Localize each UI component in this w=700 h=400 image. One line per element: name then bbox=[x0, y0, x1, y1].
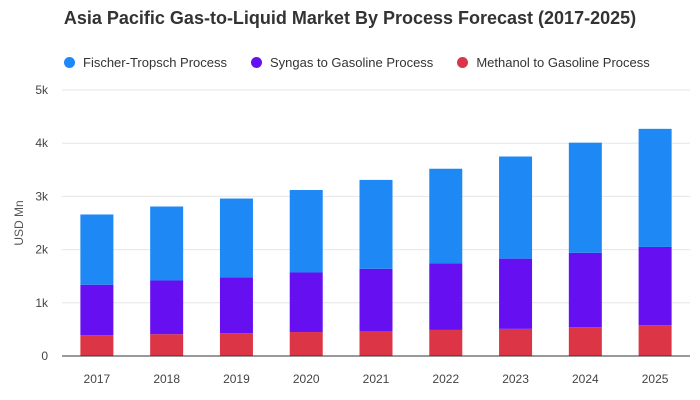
bar-syngas-to-gasoline-process-2021 bbox=[359, 268, 393, 331]
x-tick-label: 2020 bbox=[293, 372, 320, 386]
bar-syngas-to-gasoline-process-2022 bbox=[429, 263, 463, 330]
bar-methanol-to-gasoline-process-2021 bbox=[359, 330, 393, 356]
x-tick-label: 2022 bbox=[432, 372, 459, 386]
y-tick-label: 2k bbox=[35, 243, 49, 257]
bar-fischer-tropsch-process-2022 bbox=[429, 168, 463, 264]
chart-title: Asia Pacific Gas-to-Liquid Market By Pro… bbox=[63, 8, 637, 28]
bar-syngas-to-gasoline-process-2023 bbox=[499, 258, 533, 329]
bar-fischer-tropsch-process-2023 bbox=[499, 156, 533, 259]
legend-label: Methanol to Gasoline Process bbox=[476, 54, 650, 70]
bar-syngas-to-gasoline-process-2020 bbox=[289, 272, 323, 333]
legend-item[interactable]: Fischer-Tropsch Process bbox=[64, 55, 227, 70]
bar-fischer-tropsch-process-2021 bbox=[359, 179, 393, 269]
x-tick-label: 2017 bbox=[84, 372, 111, 386]
bar-fischer-tropsch-process-2024 bbox=[568, 142, 602, 253]
bar-methanol-to-gasoline-process-2024 bbox=[568, 327, 602, 356]
bar-methanol-to-gasoline-process-2017 bbox=[80, 335, 114, 356]
x-tick-label: 2018 bbox=[153, 372, 180, 386]
bar-methanol-to-gasoline-process-2025 bbox=[638, 325, 672, 356]
x-tick-label: 2025 bbox=[642, 372, 669, 386]
bar-syngas-to-gasoline-process-2018 bbox=[150, 280, 184, 335]
legend-swatch bbox=[457, 56, 469, 68]
chart-legend: Fischer-Tropsch Process Syngas to Gasolin… bbox=[64, 53, 674, 71]
bar-methanol-to-gasoline-process-2019 bbox=[219, 333, 253, 356]
legend-item[interactable]: Methanol to Gasoline Process bbox=[457, 54, 650, 70]
x-tick-label: 2023 bbox=[502, 372, 529, 386]
bar-methanol-to-gasoline-process-2023 bbox=[499, 328, 533, 356]
y-tick-label: 5k bbox=[35, 83, 49, 97]
legend-swatch bbox=[251, 56, 262, 68]
bar-fischer-tropsch-process-2020 bbox=[289, 190, 323, 273]
y-tick-label: 4k bbox=[35, 136, 49, 150]
bar-fischer-tropsch-process-2018 bbox=[150, 206, 184, 281]
bar-syngas-to-gasoline-process-2019 bbox=[219, 277, 253, 334]
bar-fischer-tropsch-process-2025 bbox=[638, 128, 672, 247]
bar-syngas-to-gasoline-process-2024 bbox=[568, 252, 602, 328]
bar-methanol-to-gasoline-process-2022 bbox=[429, 329, 463, 356]
legend-swatch bbox=[64, 56, 75, 68]
bar-syngas-to-gasoline-process-2025 bbox=[638, 246, 672, 326]
x-tick-label: 2021 bbox=[363, 372, 390, 386]
y-axis-label: USD Mn bbox=[12, 200, 26, 245]
y-tick-label: 0 bbox=[41, 349, 48, 363]
x-tick-label: 2024 bbox=[572, 372, 599, 386]
x-tick-label: 2019 bbox=[223, 372, 250, 386]
y-tick-label: 1k bbox=[35, 296, 49, 310]
bar-fischer-tropsch-process-2017 bbox=[80, 214, 114, 285]
legend-label: Syngas to Gasoline Process bbox=[270, 54, 434, 70]
y-tick-label: 3k bbox=[35, 189, 49, 203]
bar-fischer-tropsch-process-2019 bbox=[219, 198, 253, 278]
legend-label: Fischer-Tropsch Process bbox=[83, 54, 227, 70]
bar-syngas-to-gasoline-process-2017 bbox=[80, 284, 114, 336]
legend-item[interactable]: Syngas to Gasoline Process bbox=[251, 55, 433, 70]
bar-methanol-to-gasoline-process-2018 bbox=[150, 334, 184, 356]
bar-methanol-to-gasoline-process-2020 bbox=[289, 332, 323, 356]
